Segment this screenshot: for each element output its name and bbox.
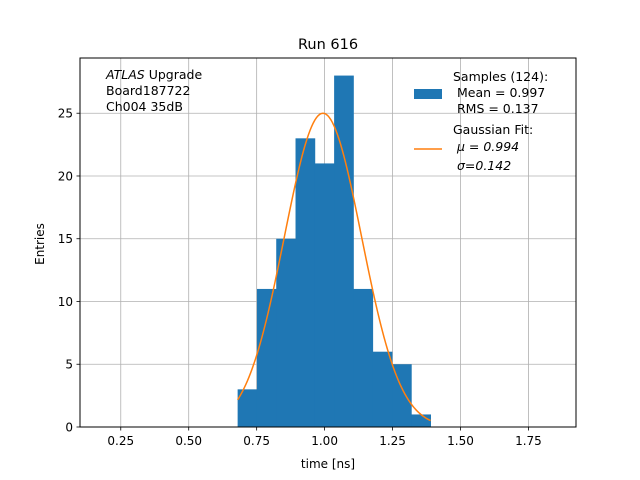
x-tick-label: 1.50 (447, 434, 474, 448)
y-tick-label: 20 (58, 169, 73, 183)
annotation-line: ATLAS Upgrade (105, 67, 202, 82)
legend-samples-label: Samples (124): (453, 69, 548, 84)
y-tick-label: 0 (65, 421, 73, 435)
annotation-text: Ch004 35dB (106, 99, 183, 114)
legend-samples-mean: Mean = 0.997 (453, 85, 545, 100)
legend-fit-sigma: σ=0.142 (453, 158, 511, 173)
histogram-bar (372, 351, 393, 427)
annotation-line: Ch004 35dB (106, 99, 183, 114)
annotation-italic: ATLAS (105, 67, 145, 82)
gaussian-fit-curve (236, 112, 431, 422)
grid-lines (80, 58, 576, 428)
y-tick-label: 10 (58, 295, 73, 309)
annotation-line: Board187722 (106, 83, 190, 98)
histogram-bar (314, 163, 335, 427)
histogram-bar (295, 138, 316, 427)
x-tick-label: 1.25 (379, 434, 406, 448)
chart-title: Run 616 (298, 37, 358, 53)
legend-fit-mu: μ = 0.994 (453, 139, 519, 154)
legend: Samples (124): Mean = 0.997 RMS = 0.137 … (414, 69, 548, 173)
histogram-bar (353, 288, 374, 427)
x-tick-label: 1.00 (311, 434, 338, 448)
annotation-text: Upgrade (145, 67, 203, 82)
histogram-bar (237, 389, 258, 427)
y-tick-label: 15 (58, 232, 73, 246)
y-tick-label: 25 (58, 107, 73, 121)
y-axis-label: Entries (33, 223, 47, 265)
x-axis-ticks: 0.25 0.50 0.75 1.00 1.25 1.50 1.75 (107, 427, 542, 448)
x-tick-label: 0.25 (107, 434, 134, 448)
atlas-annotation: ATLAS Upgrade Board187722 Ch004 35dB (105, 67, 202, 114)
annotation-text: Board187722 (106, 83, 190, 98)
x-tick-label: 0.75 (243, 434, 270, 448)
legend-fit-label: Gaussian Fit: (453, 122, 533, 137)
y-axis-ticks: 0 5 10 15 20 25 (58, 107, 80, 435)
histogram-bar (276, 238, 296, 427)
histogram-bar (256, 288, 277, 427)
histogram-bars (237, 75, 431, 428)
legend-samples-swatch (414, 89, 442, 99)
legend-samples-rms: RMS = 0.137 (453, 101, 539, 116)
y-tick-label: 5 (65, 358, 73, 372)
histogram-bar (411, 414, 431, 427)
x-tick-label: 0.50 (175, 434, 202, 448)
histogram-bar (392, 364, 412, 427)
x-tick-label: 1.75 (515, 434, 542, 448)
plot-frame (79, 57, 577, 428)
x-axis-label: time [ns] (301, 457, 355, 471)
histogram-bar (334, 75, 354, 428)
